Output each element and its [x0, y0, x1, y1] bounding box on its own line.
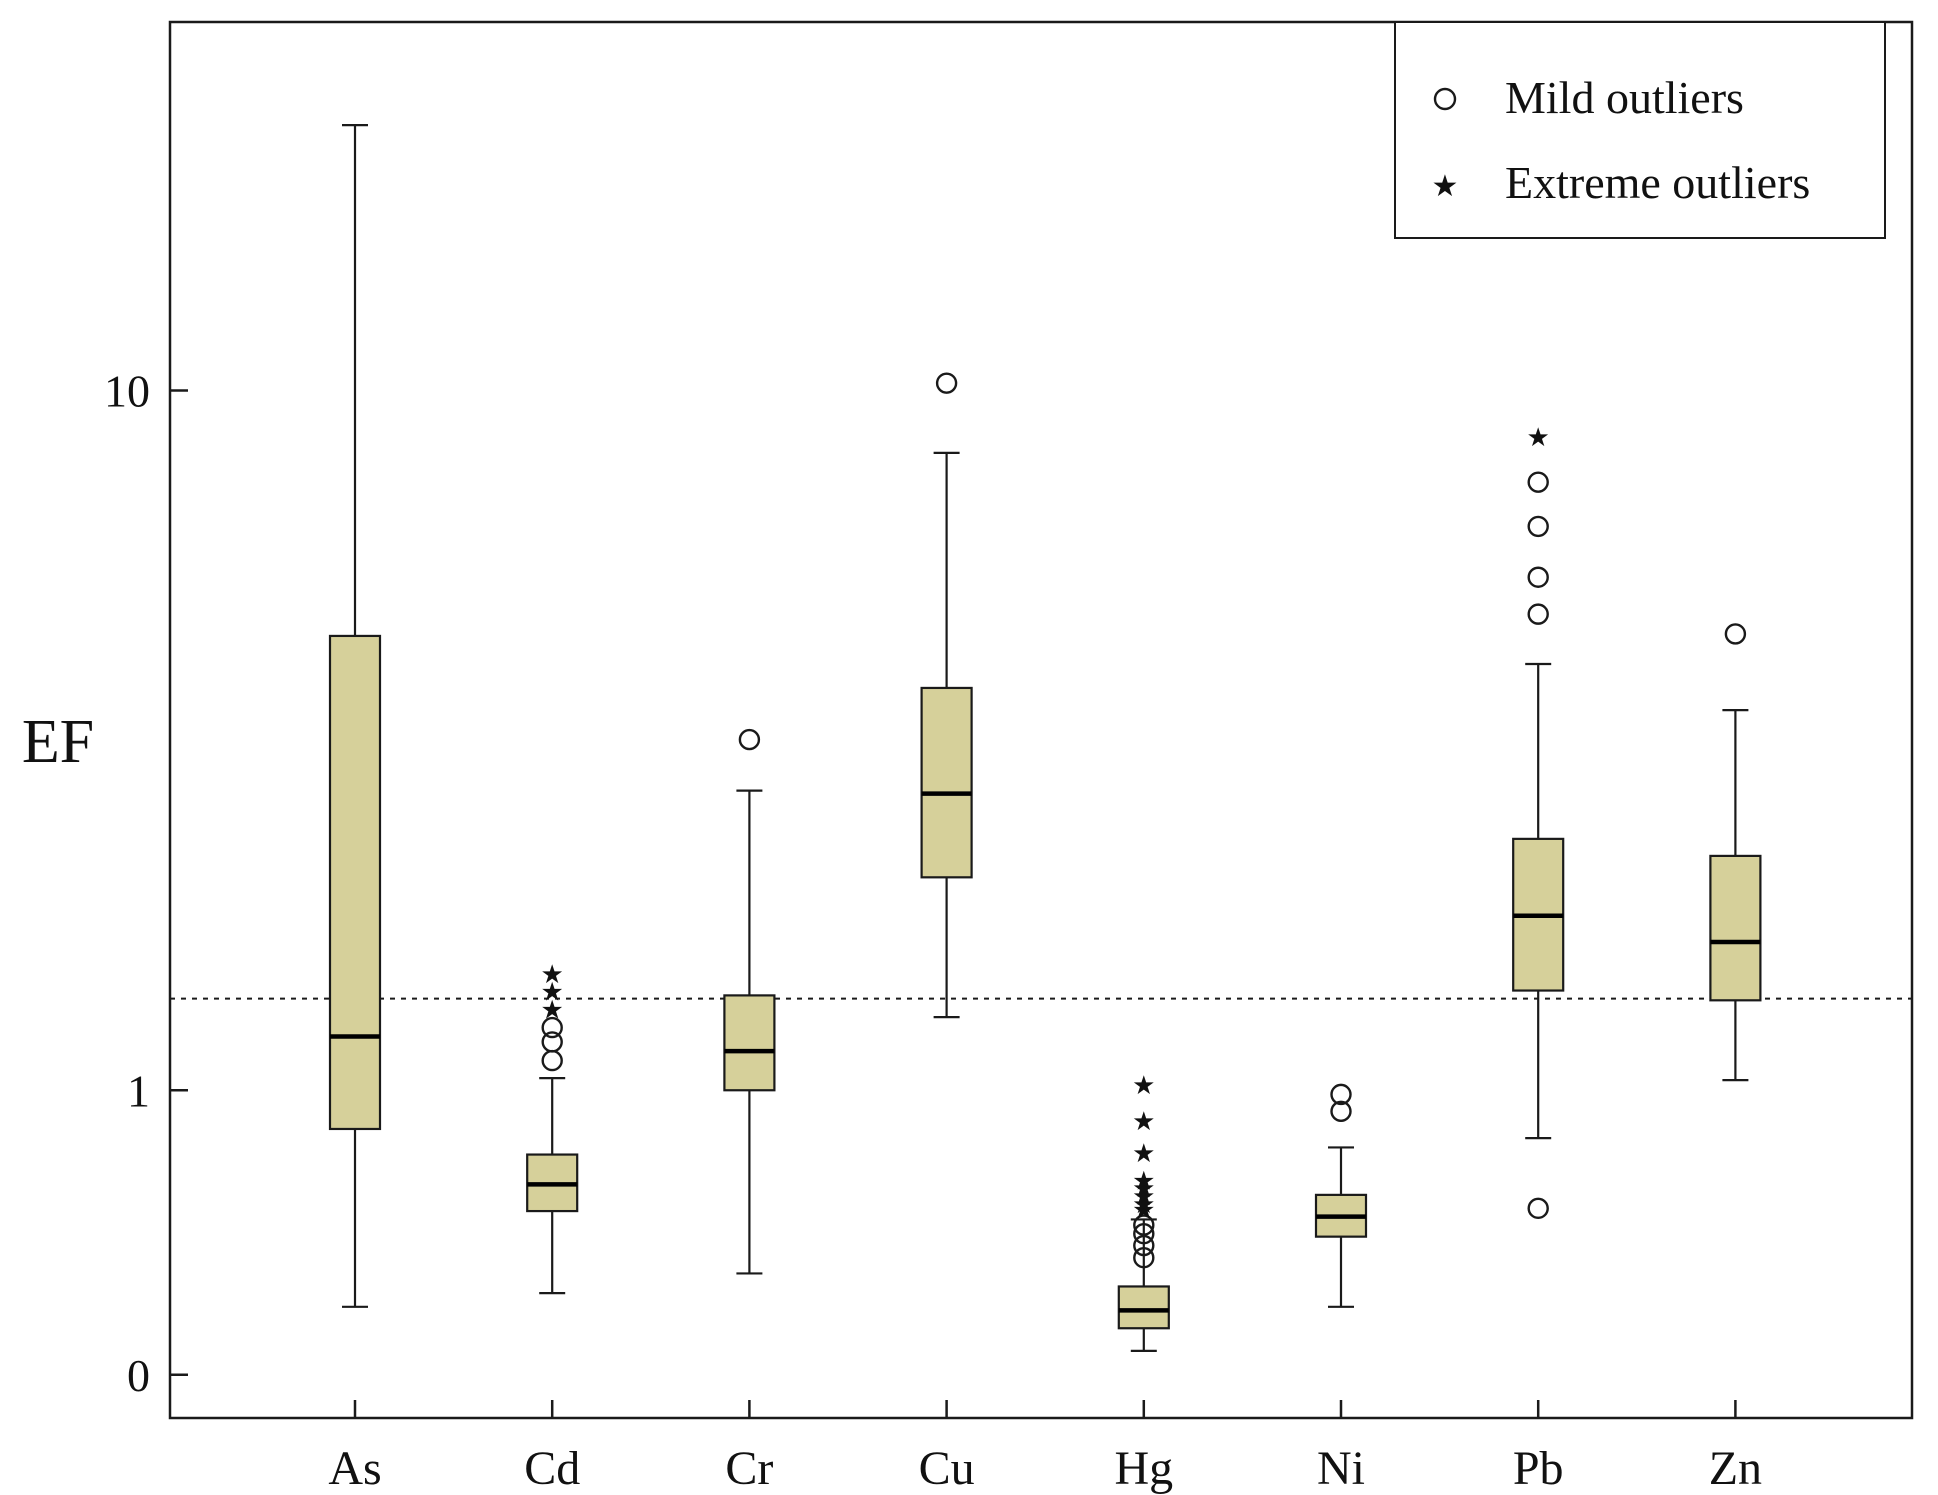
box-cr	[723, 994, 776, 1092]
extreme-outlier-pb: ★	[1527, 423, 1550, 452]
box-hg	[1117, 1285, 1170, 1330]
extreme-outlier-cd: ★	[541, 978, 564, 1007]
x-category-label-as: As	[328, 1442, 381, 1495]
legend-box	[1394, 21, 1886, 239]
mild-outlier-cu	[935, 372, 958, 394]
mild-outlier-hg	[1133, 1247, 1155, 1269]
x-category-label-cu: Cu	[919, 1442, 975, 1495]
mild-outlier-cd	[541, 1031, 563, 1053]
mild-outlier-pb	[1527, 515, 1549, 538]
extreme-outlier-hg: ★	[1132, 1107, 1155, 1136]
box-as	[328, 634, 382, 1131]
extreme-outlier-hg: ★	[1132, 1139, 1155, 1168]
y-tick-label: 0	[127, 1350, 150, 1401]
plot-frame	[168, 20, 1914, 1420]
mild-outlier-hg	[1133, 1234, 1155, 1257]
extreme-outlier-hg: ★	[1132, 1174, 1155, 1203]
mild-outlier-zn	[1724, 623, 1747, 645]
x-category-label-zn: Zn	[1709, 1442, 1762, 1495]
mild-outlier-ni	[1330, 1100, 1352, 1123]
extreme-outlier-hg: ★	[1132, 1195, 1155, 1224]
mild-outlier-hg	[1133, 1223, 1155, 1245]
y-axis-title: EF	[22, 708, 94, 776]
mild-outlier-pb	[1527, 471, 1549, 493]
box-zn	[1709, 854, 1762, 1002]
mild-outlier-pb	[1527, 1197, 1549, 1220]
mild-outlier-hg	[1133, 1214, 1155, 1236]
extreme-outlier-hg: ★	[1132, 1190, 1155, 1219]
box-cu	[920, 686, 973, 879]
legend-mild-outlier-marker	[1433, 87, 1457, 111]
legend-extreme-outliers-label: Extreme outliers	[1505, 157, 1810, 208]
x-category-label-cr: Cr	[725, 1442, 773, 1495]
extreme-outlier-cd: ★	[541, 996, 564, 1025]
mild-outlier-ni	[1330, 1083, 1352, 1106]
x-category-label-pb: Pb	[1513, 1442, 1564, 1495]
x-category-label-ni: Ni	[1317, 1442, 1365, 1495]
x-category-label-cd: Cd	[524, 1442, 580, 1495]
y-tick-label: 10	[104, 366, 150, 417]
y-tick-label: 1	[127, 1065, 150, 1116]
x-category-label-hg: Hg	[1114, 1442, 1173, 1495]
legend-extreme-outlier-marker: ★	[1432, 170, 1459, 203]
legend: Mild outliers ★ Extreme outliers	[1394, 21, 1886, 239]
extreme-outlier-hg: ★	[1132, 1182, 1155, 1211]
extreme-outlier-hg: ★	[1132, 1071, 1155, 1100]
mild-outlier-cr	[738, 728, 761, 751]
mild-outlier-cd	[541, 1016, 563, 1039]
mild-outlier-pb	[1527, 603, 1549, 625]
extreme-outlier-cd: ★	[541, 960, 564, 989]
mild-outlier-pb	[1527, 566, 1549, 588]
extreme-outlier-hg: ★	[1132, 1166, 1155, 1195]
legend-mild-outliers-label: Mild outliers	[1505, 72, 1744, 123]
